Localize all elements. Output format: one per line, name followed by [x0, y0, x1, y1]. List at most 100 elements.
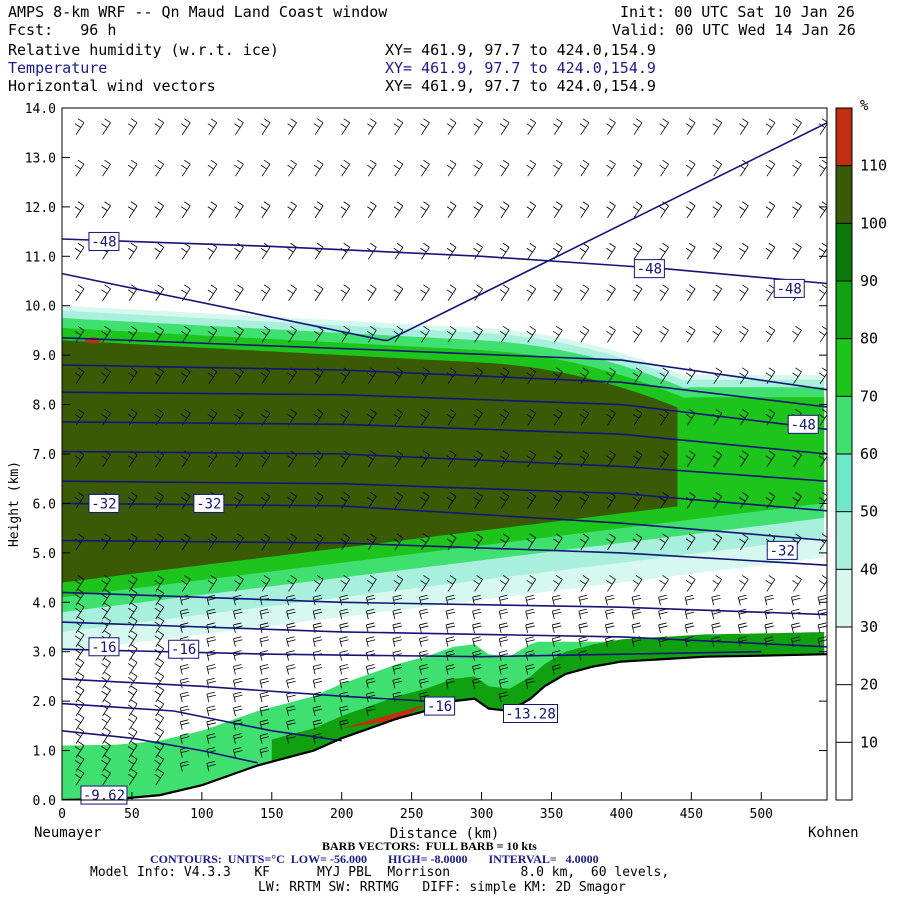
temperature-contour	[62, 621, 827, 648]
wind-barb	[817, 622, 827, 634]
wind-barb	[367, 575, 377, 592]
wind-barb	[632, 159, 643, 177]
wind-barb	[207, 118, 218, 135]
wind-barb	[578, 608, 588, 620]
wind-barb	[127, 602, 138, 620]
wind-barb	[499, 159, 510, 177]
wind-barb	[659, 242, 669, 260]
wind-barb	[658, 608, 668, 620]
wind-barb	[817, 594, 827, 606]
wind-barb	[579, 408, 590, 426]
wind-barb	[499, 118, 510, 135]
wind-barb	[632, 408, 643, 426]
wind-barb	[551, 636, 562, 647]
x-tick-label: 500	[750, 807, 773, 822]
wind-barb	[234, 159, 244, 177]
wind-barb	[526, 242, 537, 260]
wind-barb	[420, 284, 430, 301]
wind-barb	[525, 677, 535, 689]
wind-barb	[154, 325, 165, 343]
colorbar-unit: %	[860, 98, 869, 114]
wind-barb	[737, 608, 748, 620]
wind-barb	[74, 201, 85, 218]
x-tick-label: 200	[330, 807, 353, 822]
contour-label-box	[88, 493, 120, 513]
wind-barb	[181, 492, 191, 509]
wind-barb	[579, 242, 590, 260]
wind-barb	[101, 367, 111, 385]
wind-barb	[259, 733, 270, 744]
wind-barb	[632, 201, 643, 218]
wind-barb	[765, 118, 776, 135]
wind-barb	[553, 367, 563, 385]
wind-barb	[127, 242, 138, 260]
wind-barb	[764, 622, 774, 634]
wind-barb	[526, 325, 537, 343]
temperature-contour	[62, 591, 827, 616]
wind-barb	[578, 594, 588, 606]
colorbar-swatch	[836, 281, 852, 339]
wind-barb	[392, 636, 402, 647]
colorbar-swatch	[836, 627, 852, 685]
wind-barb	[234, 284, 244, 301]
wind-barb	[101, 768, 111, 786]
wind-barb	[206, 636, 216, 647]
wind-barb	[605, 594, 615, 606]
wind-barb	[101, 699, 111, 717]
temperature-contour	[62, 480, 827, 512]
wind-barb	[659, 201, 669, 218]
colorbar-label: 10	[860, 733, 878, 751]
wind-barb	[737, 594, 748, 606]
wind-barb	[659, 159, 669, 177]
wind-barb	[340, 242, 351, 260]
wind-barb	[764, 636, 774, 647]
wind-barb	[74, 325, 85, 343]
wind-barb	[659, 367, 669, 385]
wind-barb	[472, 636, 482, 647]
wind-barb	[286, 622, 296, 634]
wind-barb	[154, 118, 165, 135]
wind-barb	[712, 284, 723, 301]
x-tick-label: 450	[680, 807, 703, 822]
wind-barb	[206, 733, 216, 744]
wind-barb	[553, 201, 563, 218]
wind-barb	[154, 685, 165, 703]
wind-barb	[312, 705, 323, 717]
wind-barb	[685, 450, 696, 468]
wind-barb	[287, 575, 297, 592]
wind-barb	[127, 159, 138, 177]
wind-barb	[419, 608, 429, 620]
wind-barb	[181, 201, 191, 218]
wind-barb	[685, 533, 696, 551]
contour-label: -13.28	[505, 707, 556, 723]
wind-barb	[712, 325, 723, 343]
wind-barb	[181, 118, 191, 135]
wind-barb	[392, 691, 402, 703]
wind-barb	[765, 284, 776, 301]
wind-barb	[313, 201, 324, 218]
contour-label: -48	[791, 417, 816, 433]
model-info: Model Info: V4.3.3 KF MYJ PBL Morrison 8…	[90, 865, 670, 880]
x-tick-label: 300	[470, 807, 493, 822]
wind-barb	[312, 650, 323, 661]
wind-barb	[207, 242, 218, 260]
y-tick-label: 13.0	[25, 151, 56, 166]
wind-barb	[579, 533, 590, 551]
y-axis-label: Height (km)	[7, 461, 22, 547]
wind-barb	[206, 691, 216, 703]
wind-barb	[101, 201, 111, 218]
wind-barb	[739, 242, 749, 260]
wind-barb	[233, 705, 243, 717]
wind-barb	[791, 594, 801, 606]
temperature-contour	[62, 391, 827, 431]
wind-barb	[101, 685, 111, 703]
wind-barb	[446, 201, 457, 218]
wind-barb	[127, 284, 138, 301]
wind-barb	[446, 284, 457, 301]
wind-barb	[419, 636, 429, 647]
wind-barb	[393, 159, 404, 177]
wind-barb	[339, 664, 349, 675]
wind-barb	[127, 727, 138, 744]
wind-barb	[393, 118, 404, 135]
wind-barb	[127, 754, 138, 772]
